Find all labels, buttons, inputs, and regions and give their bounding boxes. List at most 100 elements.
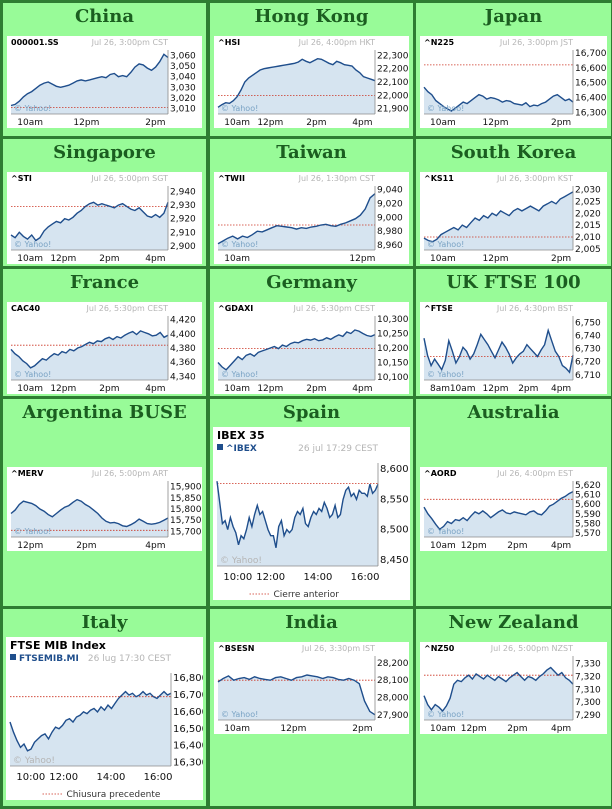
chart-panel[interactable]: ^HSI Jul 26, 4:00pm HKT 22,300 22,200 22,100… bbox=[214, 36, 409, 128]
timestamp: Jul 26, 3:00pm JST bbox=[499, 38, 573, 47]
y-tick-label: 2,010 bbox=[575, 233, 601, 243]
ticker-symbol: ^MERV bbox=[11, 469, 44, 478]
timestamp: Jul 26, 3:30pm IST bbox=[301, 644, 375, 653]
y-tick-label: 15,700 bbox=[170, 527, 202, 537]
y-tick-label: 7,330 bbox=[575, 660, 601, 670]
chart-panel[interactable]: ^MERV Jul 26, 5:00pm ART 15,900 15,850 15,80… bbox=[7, 467, 202, 551]
yahoo-watermark: © Yahoo! bbox=[13, 756, 55, 766]
x-tick-label: 2pm bbox=[99, 384, 119, 394]
x-tick-label: 12pm bbox=[50, 254, 76, 264]
x-tick-label: 12pm bbox=[280, 724, 306, 734]
y-tick-label: 5,600 bbox=[575, 500, 601, 510]
timestamp: Jul 26, 5:30pm CEST bbox=[86, 304, 169, 313]
chart-panel[interactable]: ^STI Jul 26, 5:00pm SGT 2,940 2,930 2,920 2,9… bbox=[7, 172, 202, 264]
price-line bbox=[216, 481, 379, 548]
market-cell-argentina-buse: Argentina BUSE ^MERV Jul 26, 5:00pm ART 15,… bbox=[3, 399, 206, 606]
market-cell-uk-ftse-100: UK FTSE 100 ^FTSE Jul 26, 4:30pm BST 6,750 6… bbox=[416, 269, 611, 396]
y-tick-label: 10,300 bbox=[377, 315, 409, 325]
y-tick-label: 3,020 bbox=[170, 94, 196, 104]
yahoo-watermark: © Yahoo! bbox=[14, 527, 51, 536]
price-line bbox=[217, 674, 376, 716]
y-tick-label: 5,580 bbox=[575, 520, 601, 530]
x-tick-label: 16:00 bbox=[351, 572, 380, 583]
x-tick-label: 10am bbox=[450, 384, 476, 394]
ticker-symbol: ^KS11 bbox=[424, 174, 454, 183]
x-tick-label: 10am bbox=[430, 254, 456, 264]
y-tick-label: 16,300 bbox=[173, 758, 203, 769]
x-tick-label: 14:00 bbox=[303, 572, 332, 583]
region-title: South Korea bbox=[450, 142, 577, 163]
chart-panel[interactable]: ^N225 Jul 26, 3:00pm JST 16,700 16,600 16,50… bbox=[420, 36, 607, 128]
timestamp: Jul 26, 5:00pm NZST bbox=[490, 644, 573, 653]
market-cell-south-korea: South Korea ^KS11 Jul 26, 3:00pm KST 2,030 2… bbox=[416, 139, 611, 266]
y-tick-label: 5,570 bbox=[575, 529, 601, 539]
x-tick-label: 10am bbox=[224, 254, 250, 264]
x-tick-label: 16:00 bbox=[144, 772, 173, 783]
y-tick-label: 3,040 bbox=[170, 73, 196, 83]
y-tick-label: 6,730 bbox=[575, 345, 601, 355]
market-cell-germany: Germany ^GDAXI Jul 26, 5:30pm CEST 10,300 10… bbox=[210, 269, 413, 396]
chart-panel[interactable]: ^KS11 Jul 26, 3:00pm KST 2,030 2,025 2,020 2,… bbox=[420, 172, 607, 264]
x-tick-label: 10am bbox=[17, 254, 43, 264]
x-tick-label: 12pm bbox=[483, 118, 509, 128]
price-area bbox=[11, 330, 168, 380]
y-tick-label: 2,900 bbox=[170, 242, 196, 252]
price-area bbox=[218, 675, 375, 720]
y-tick-label: 21,900 bbox=[377, 105, 409, 115]
chart-panel[interactable]: ^FTSE Jul 26, 4:30pm BST 6,750 6,740 6,730 6,… bbox=[420, 302, 607, 394]
y-tick-label: 6,740 bbox=[575, 332, 601, 342]
price-line bbox=[423, 191, 574, 243]
y-tick-label: 22,200 bbox=[377, 65, 409, 75]
price-area bbox=[10, 691, 171, 766]
x-tick-label: 10am bbox=[430, 118, 456, 128]
y-tick-label: 22,100 bbox=[377, 78, 409, 88]
y-tick-label: 8,980 bbox=[377, 227, 403, 237]
timestamp: Jul 26, 5:00pm ART bbox=[91, 469, 168, 478]
yahoo-watermark: © Yahoo! bbox=[221, 370, 258, 379]
timestamp: Jul 26, 3:00pm CST bbox=[91, 38, 169, 47]
x-tick-label: 10am bbox=[224, 724, 250, 734]
market-cell-china: China 000001.SS Jul 26, 3:00pm CST 3,060 3,0… bbox=[3, 3, 206, 136]
region-title: Japan bbox=[484, 6, 543, 27]
yahoo-watermark: © Yahoo! bbox=[14, 370, 51, 379]
chart-panel[interactable]: ^NZ50 Jul 26, 5:00pm NZST 7,330 7,320 7,310 7… bbox=[420, 642, 607, 734]
index-title: FTSE MIB Index bbox=[10, 639, 106, 652]
ticker-symbol: ^FTSE bbox=[424, 304, 453, 313]
price-line bbox=[10, 498, 169, 528]
y-tick-label: 7,290 bbox=[575, 711, 601, 721]
y-tick-label: 16,500 bbox=[575, 79, 607, 89]
chart-panel[interactable]: ^AORD Jul 26, 4:00pm EST 5,620 5,610 5,600 5,… bbox=[420, 467, 607, 551]
chart-panel[interactable]: IBEX 35 ^IBEX 26 jul 17:29 CEST 8,600 8,550 8… bbox=[213, 427, 410, 600]
yahoo-watermark: © Yahoo! bbox=[14, 240, 51, 249]
price-area bbox=[11, 54, 168, 114]
y-tick-label: 4,380 bbox=[170, 344, 196, 354]
yahoo-watermark: © Yahoo! bbox=[220, 556, 262, 566]
y-tick-label: 16,400 bbox=[173, 741, 203, 752]
region-title: Germany bbox=[266, 272, 357, 293]
chart-panel[interactable]: ^GDAXI Jul 26, 5:30pm CEST 10,300 10,250 10,… bbox=[214, 302, 409, 394]
x-tick-label: 2pm bbox=[352, 724, 372, 734]
chart-panel[interactable]: 000001.SS Jul 26, 3:00pm CST 3,060 3,050 3,0… bbox=[7, 36, 202, 128]
chart-panel[interactable]: CAC40 Jul 26, 5:30pm CEST 4,420 4,400 4,380 4… bbox=[7, 302, 202, 394]
timestamp: Jul 26, 3:00pm KST bbox=[496, 174, 573, 183]
y-tick-label: 16,600 bbox=[575, 64, 607, 74]
y-tick-label: 9,000 bbox=[377, 213, 403, 223]
x-tick-label: 4pm bbox=[145, 384, 165, 394]
chart-panel[interactable]: ^TWII Jul 26, 1:30pm CST 9,040 9,020 9,000 8,… bbox=[214, 172, 409, 264]
price-line bbox=[217, 329, 376, 371]
region-title: Taiwan bbox=[276, 142, 347, 163]
y-tick-label: 16,600 bbox=[173, 707, 203, 718]
y-tick-label: 16,700 bbox=[173, 690, 203, 701]
ticker-symbol: ^STI bbox=[11, 174, 32, 183]
index-title: IBEX 35 bbox=[217, 429, 265, 442]
y-tick-label: 2,910 bbox=[170, 228, 196, 238]
y-tick-label: 27,900 bbox=[377, 711, 409, 721]
chart-panel[interactable]: ^BSESN Jul 26, 3:30pm IST 28,200 28,100 28,0… bbox=[214, 642, 409, 734]
chart-panel[interactable]: FTSE MIB Index FTSEMIB.MI 26 lug 17:30 CES… bbox=[6, 637, 203, 800]
ticker-symbol: FTSEMIB.MI bbox=[19, 654, 79, 664]
